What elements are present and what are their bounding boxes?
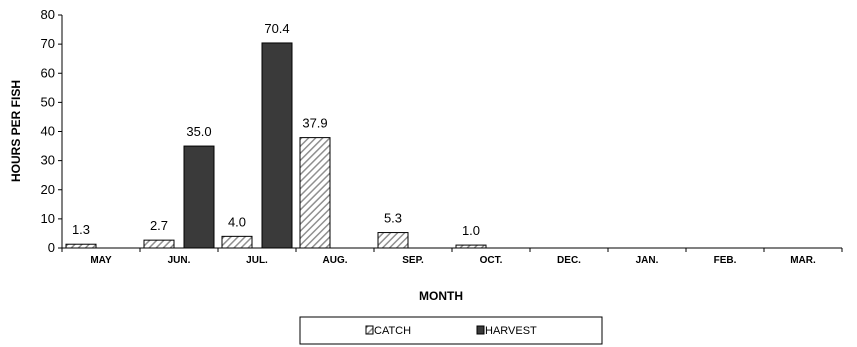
y-tick-label: 0 — [48, 240, 55, 255]
y-tick-label: 80 — [41, 7, 55, 22]
x-tick-label: MAR. — [790, 255, 816, 266]
x-axis: MAY JUN. JUL. AUG. SEP. OCT. DEC. JAN. FEB. MAR. — [61, 247, 843, 266]
data-label: 35.0 — [186, 124, 211, 139]
legend-swatch-catch — [365, 325, 374, 335]
data-label: 1.0 — [462, 223, 480, 238]
x-tick-label: FEB. — [714, 255, 737, 266]
bar-harvest-jul — [261, 42, 293, 249]
data-label: 1.3 — [72, 222, 90, 237]
legend-box — [299, 316, 603, 345]
y-tick-label: 30 — [41, 153, 55, 168]
bar-catch-sep — [377, 232, 409, 249]
x-tick-label: JUN. — [168, 255, 191, 266]
y-tick-label: 60 — [41, 65, 55, 80]
x-tick-label: OCT. — [480, 255, 503, 266]
data-labels: 1.3 2.7 4.0 37.9 5.3 1.0 35.0 70.4 — [72, 21, 480, 238]
bar-catch-jun — [143, 239, 175, 249]
bars — [65, 42, 487, 249]
legend-label-catch: CATCH — [374, 325, 411, 337]
x-tick-label: JAN. — [636, 255, 659, 266]
data-label: 4.0 — [228, 214, 246, 229]
x-tick-label: AUG. — [323, 255, 348, 266]
x-tick-label: SEP. — [402, 255, 424, 266]
y-tick-label: 10 — [41, 211, 55, 226]
y-tick-label: 50 — [41, 94, 55, 109]
data-label: 70.4 — [264, 21, 289, 36]
y-tick-label: 70 — [41, 36, 55, 51]
y-tick-label: 40 — [41, 124, 55, 139]
bar-catch-may — [65, 243, 97, 249]
legend-label-harvest: HARVEST — [485, 325, 537, 337]
x-tick-label: MAY — [90, 255, 112, 266]
data-label: 37.9 — [302, 116, 327, 131]
legend: CATCH HARVEST — [299, 316, 603, 345]
data-label: 5.3 — [384, 211, 402, 226]
legend-swatch-harvest — [476, 325, 485, 335]
y-axis: 0 10 20 30 40 50 60 70 80 — [41, 7, 63, 255]
bar-catch-oct — [455, 244, 487, 249]
y-axis-title: HOURS PER FISH — [9, 80, 23, 182]
bar-catch-jul — [221, 235, 253, 249]
y-tick-label: 20 — [41, 182, 55, 197]
x-axis-title: MONTH — [419, 289, 463, 303]
bar-catch-aug — [299, 137, 331, 249]
bar-harvest-jun — [183, 145, 215, 249]
x-tick-label: JUL. — [246, 255, 268, 266]
x-tick-label: DEC. — [557, 255, 581, 266]
data-label: 2.7 — [150, 218, 168, 233]
